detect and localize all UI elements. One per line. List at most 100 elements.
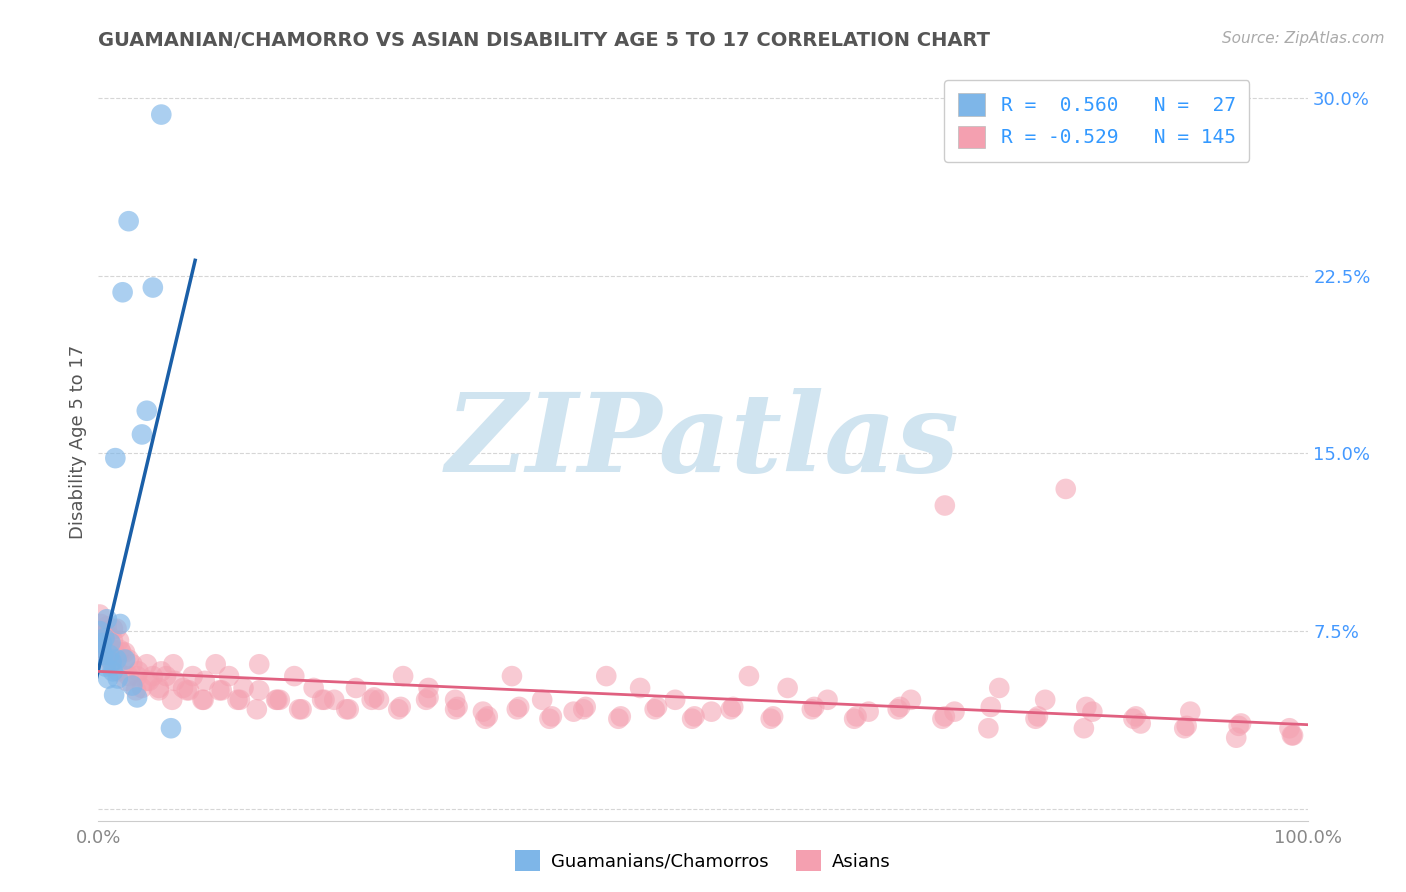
Point [118, 214, 141, 228]
Point [127, 690, 149, 705]
Point [720, 702, 742, 716]
Point [1282, 728, 1305, 742]
Point [105, 652, 128, 666]
Point [845, 709, 868, 723]
Point [1173, 721, 1195, 735]
Point [104, 451, 127, 466]
Point [389, 699, 412, 714]
Point [103, 688, 125, 702]
Point [474, 712, 496, 726]
Point [889, 699, 911, 714]
Point [360, 693, 382, 707]
Point [127, 669, 149, 683]
Point [94, 659, 117, 673]
Legend: R =  0.560   N =  27, R = -0.529   N = 145: R = 0.560 N = 27, R = -0.529 N = 145 [945, 79, 1250, 161]
Point [91, 638, 114, 652]
Point [418, 681, 440, 695]
Point [131, 681, 153, 695]
Point [142, 280, 165, 294]
Point [269, 693, 291, 707]
Point [664, 693, 686, 707]
Point [934, 709, 956, 723]
Point [610, 709, 633, 723]
Point [172, 681, 194, 695]
Point [208, 683, 231, 698]
Point [93, 643, 115, 657]
Point [150, 107, 173, 121]
Point [118, 669, 141, 683]
Point [135, 403, 157, 417]
Point [91, 648, 114, 662]
Point [444, 693, 467, 707]
Point [114, 645, 136, 659]
Point [645, 699, 668, 714]
Point [988, 681, 1011, 695]
Point [575, 699, 598, 714]
Point [1054, 482, 1077, 496]
Point [363, 690, 385, 705]
Point [314, 693, 336, 707]
Point [162, 657, 184, 672]
Point [817, 693, 839, 707]
Point [226, 693, 249, 707]
Point [91, 629, 114, 643]
Point [150, 665, 173, 679]
Point [100, 655, 122, 669]
Text: Source: ZipAtlas.com: Source: ZipAtlas.com [1222, 31, 1385, 46]
Point [138, 673, 160, 688]
Point [135, 673, 157, 688]
Point [1073, 721, 1095, 735]
Point [387, 702, 409, 716]
Point [501, 669, 523, 683]
Point [1081, 705, 1104, 719]
Point [160, 721, 183, 735]
Point [107, 665, 129, 679]
Point [1281, 728, 1303, 742]
Point [644, 702, 666, 716]
Point [103, 643, 125, 657]
Point [148, 683, 170, 698]
Point [115, 673, 138, 688]
Point [506, 702, 529, 716]
Point [94, 633, 117, 648]
Point [148, 681, 170, 695]
Point [93, 631, 115, 645]
Point [415, 693, 437, 707]
Point [723, 699, 745, 714]
Point [1122, 712, 1144, 726]
Point [368, 693, 391, 707]
Point [1180, 705, 1202, 719]
Point [1225, 731, 1247, 745]
Y-axis label: Disability Age 5 to 17: Disability Age 5 to 17 [69, 344, 87, 539]
Point [1278, 721, 1301, 735]
Point [1024, 712, 1046, 726]
Point [121, 657, 143, 672]
Point [531, 693, 554, 707]
Point [418, 690, 440, 705]
Text: ZIPatlas: ZIPatlas [446, 388, 960, 495]
Point [283, 669, 305, 683]
Point [446, 699, 468, 714]
Point [943, 705, 966, 719]
Point [160, 693, 183, 707]
Point [142, 669, 165, 683]
Point [98, 629, 121, 643]
Point [681, 712, 703, 726]
Point [100, 659, 122, 673]
Point [191, 693, 214, 707]
Point [311, 693, 333, 707]
Point [90, 640, 112, 655]
Point [125, 683, 148, 698]
Point [444, 702, 467, 716]
Legend: Guamanians/Chamorros, Asians: Guamanians/Chamorros, Asians [508, 843, 898, 879]
Point [762, 709, 785, 723]
Point [572, 702, 595, 716]
Point [800, 702, 823, 716]
Point [980, 699, 1002, 714]
Point [540, 709, 562, 723]
Point [101, 633, 124, 648]
Point [290, 702, 312, 716]
Point [91, 629, 114, 643]
Point [264, 693, 287, 707]
Point [97, 643, 120, 657]
